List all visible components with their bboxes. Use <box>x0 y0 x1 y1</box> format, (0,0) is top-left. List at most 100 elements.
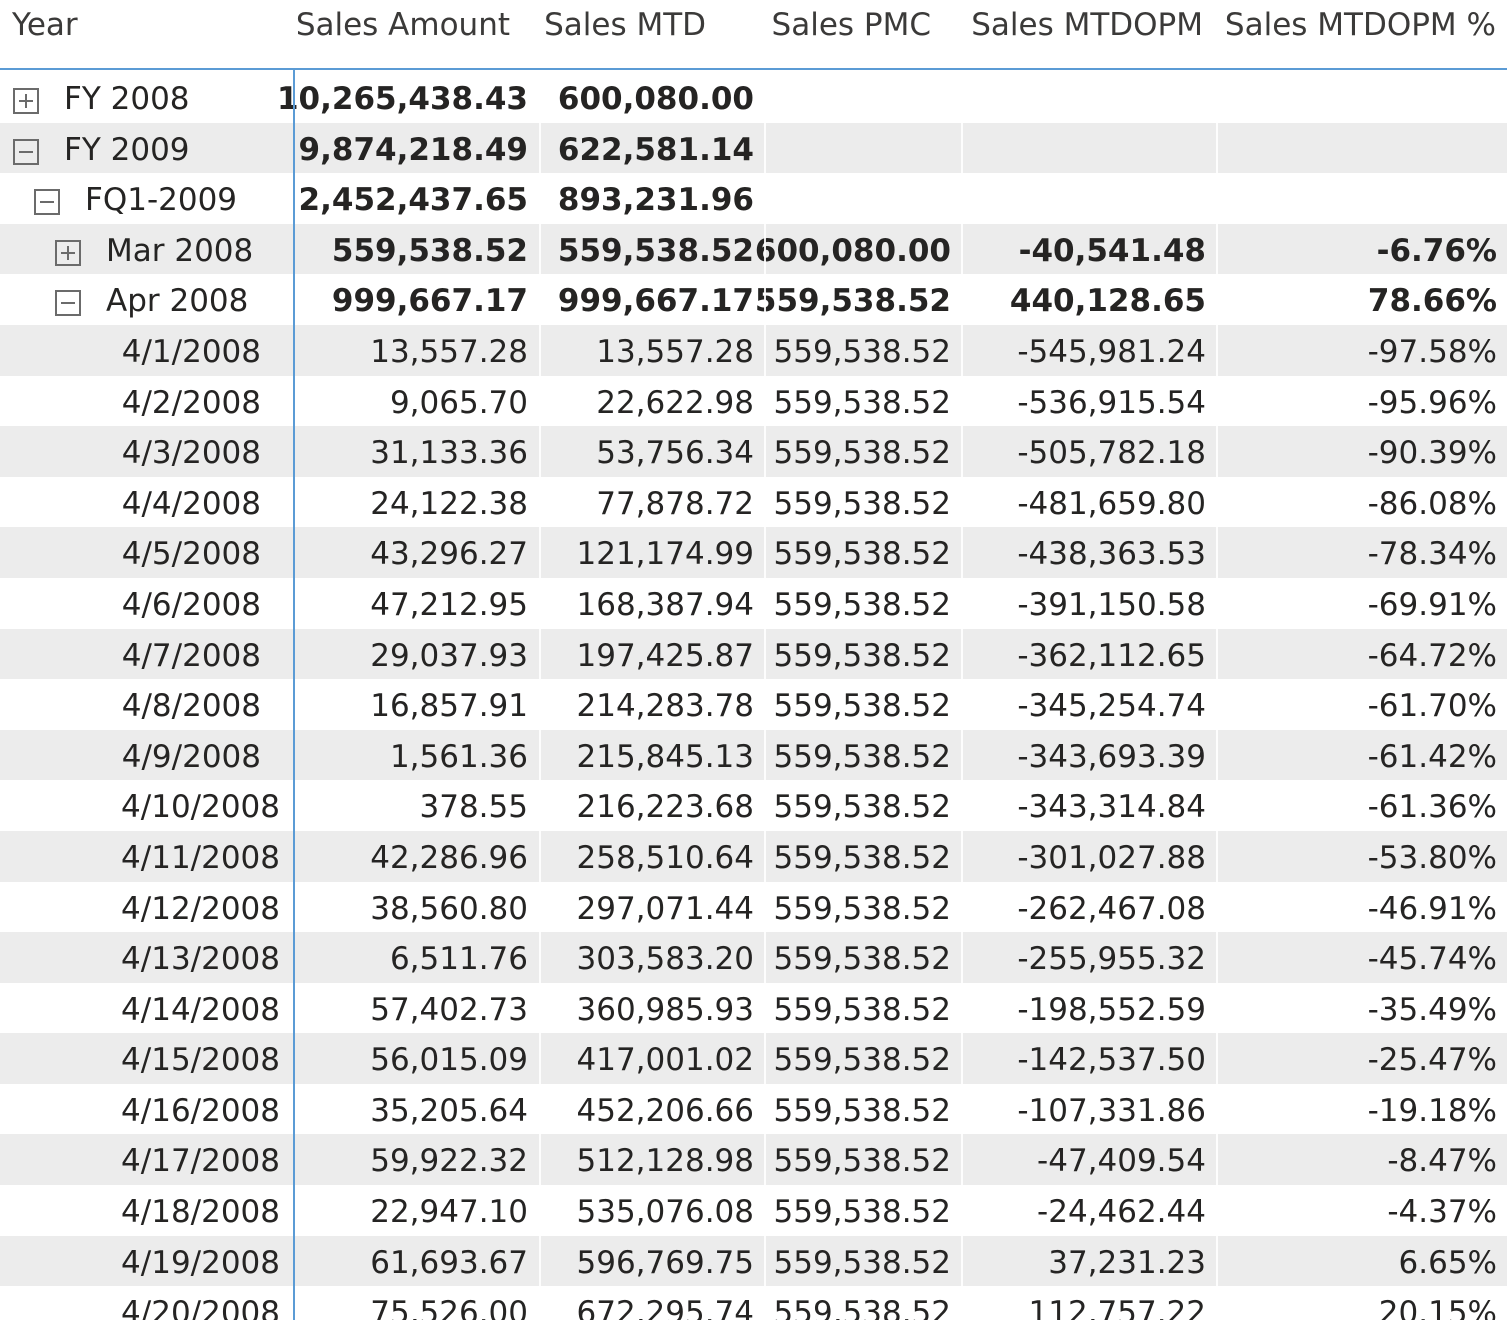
table-row: 4/4/2008 24,122.38 77,878.72 559,538.52 … <box>0 477 1507 528</box>
sales-mtdopm-pct-cell: -8.47% <box>1387 1143 1497 1180</box>
table-row: 4/9/2008 1,561.36 215,845.13 559,538.52 … <box>0 729 1507 781</box>
sales-pmc-cell: 559,538.52 <box>773 1143 952 1180</box>
sales-mtdopm-cell: -198,552.59 <box>1017 991 1206 1028</box>
table-row: 4/15/2008 56,015.09 417,001.02 559,538.5… <box>0 1033 1507 1084</box>
table-row: 4/5/2008 43,296.27 121,174.99 559,538.52… <box>0 527 1507 578</box>
sales-amount-cell: 9,874,218.49 <box>298 131 528 168</box>
column-divider <box>539 122 541 1320</box>
sales-mtdopm-cell: -545,981.24 <box>1017 333 1206 370</box>
table-row: 4/12/2008 38,560.80 297,071.44 559,538.5… <box>0 882 1507 933</box>
column-header-sales-pmc[interactable]: Sales PMC <box>771 7 931 43</box>
row-label: 4/13/2008 <box>121 941 280 978</box>
column-header-sales-amount[interactable]: Sales Amount <box>295 7 510 43</box>
table-row: 4/1/2008 13,557.28 13,557.28 559,538.52 … <box>0 324 1507 376</box>
sales-mtdopm-pct-cell: -6.76% <box>1376 232 1497 269</box>
sales-mtdopm-cell: -40,541.48 <box>1018 232 1206 269</box>
sales-pmc-cell: 559,538.52 <box>773 586 952 623</box>
sales-pmc-cell: 559,538.52 <box>754 283 951 320</box>
sales-mtdopm-pct-cell: -90.39% <box>1367 435 1497 472</box>
sales-amount-cell: 10,265,438.43 <box>276 81 528 117</box>
table-row: 4/8/2008 16,857.91 214,283.78 559,538.52… <box>0 679 1507 730</box>
row-label: 4/8/2008 <box>121 688 261 725</box>
row-label: FY 2008 <box>64 81 190 117</box>
sales-mtdopm-pct-cell: -46.91% <box>1367 890 1497 927</box>
sales-amount-cell: 56,015.09 <box>370 1042 528 1079</box>
table-row: Apr 2008 999,667.17 999,667.17 559,538.5… <box>0 274 1507 325</box>
sales-amount-cell: 999,667.17 <box>331 283 528 320</box>
sales-amount-cell: 6,511.76 <box>389 941 528 978</box>
sales-pmc-cell: 559,538.52 <box>773 485 952 522</box>
sales-mtdopm-pct-cell: -25.47% <box>1367 1042 1497 1079</box>
collapse-icon[interactable] <box>55 290 81 317</box>
sales-mtdopm-cell: -47,409.54 <box>1037 1143 1206 1180</box>
row-label: Mar 2008 <box>106 232 254 269</box>
sales-mtdopm-cell: -255,955.32 <box>1017 941 1206 978</box>
sales-mtdopm-cell: -301,027.88 <box>1017 839 1206 876</box>
table-row: 4/2/2008 9,065.70 22,622.98 559,538.52 -… <box>0 376 1507 427</box>
sales-mtd-cell: 360,985.93 <box>576 991 755 1028</box>
sales-mtdopm-pct-cell: -86.08% <box>1367 485 1497 522</box>
sales-pmc-cell: 559,538.52 <box>773 789 952 826</box>
sales-mtdopm-pct-cell: -61.36% <box>1367 789 1497 826</box>
table-row: 4/18/2008 22,947.10 535,076.08 559,538.5… <box>0 1185 1507 1236</box>
expand-icon[interactable] <box>13 88 39 114</box>
collapse-icon[interactable] <box>34 189 60 216</box>
sales-mtdopm-pct-cell: -35.49% <box>1367 991 1497 1028</box>
sales-amount-cell: 57,402.73 <box>370 991 528 1028</box>
table-row: Mar 2008 559,538.52 559,538.52 600,080.0… <box>0 223 1507 275</box>
sales-amount-cell: 75,526.00 <box>370 1295 528 1320</box>
table-row: 4/16/2008 35,205.64 452,206.66 559,538.5… <box>0 1084 1507 1135</box>
row-label: 4/15/2008 <box>121 1042 280 1079</box>
column-header-sales-mtdopm[interactable]: Sales MTDOPM <box>971 7 1203 43</box>
sales-pmc-cell: 559,538.52 <box>773 688 952 725</box>
sales-mtdopm-pct-cell: -4.37% <box>1387 1194 1497 1231</box>
row-label: 4/3/2008 <box>121 435 261 472</box>
sales-mtdopm-cell: -536,915.54 <box>1017 384 1206 421</box>
row-label: 4/6/2008 <box>121 586 261 623</box>
sales-mtd-cell: 197,425.87 <box>576 637 755 674</box>
sales-pmc-cell: 559,538.52 <box>773 991 952 1028</box>
sales-amount-cell: 59,922.32 <box>370 1143 528 1180</box>
sales-amount-cell: 47,212.95 <box>370 586 528 623</box>
sales-mtd-cell: 999,667.17 <box>557 283 754 320</box>
sales-mtdopm-cell: -391,150.58 <box>1017 586 1206 623</box>
table-row: 4/19/2008 61,693.67 596,769.75 559,538.5… <box>0 1235 1507 1287</box>
column-header-sales-mtd[interactable]: Sales MTD <box>544 7 706 43</box>
sales-pmc-cell: 559,538.52 <box>773 839 952 876</box>
matrix-body: FY 2008 10,265,438.43 600,080.00 FY 2009… <box>0 72 1507 1320</box>
sales-amount-cell: 9,065.70 <box>389 384 528 421</box>
sales-mtdopm-pct-cell: 6.65% <box>1398 1244 1497 1281</box>
sales-pmc-cell: 559,538.52 <box>773 738 952 775</box>
sales-mtdopm-cell: -345,254.74 <box>1017 688 1206 725</box>
column-header-year[interactable]: Year <box>12 7 78 43</box>
sales-mtd-cell: 258,510.64 <box>576 839 755 876</box>
sales-mtd-cell: 215,845.13 <box>576 738 755 775</box>
sales-mtdopm-pct-cell: -97.58% <box>1367 333 1497 370</box>
row-label: 4/1/2008 <box>121 333 261 370</box>
sales-mtd-cell: 452,206.66 <box>576 1092 755 1129</box>
sales-mtdopm-cell: -262,467.08 <box>1017 890 1206 927</box>
sales-mtd-cell: 622,581.14 <box>557 131 754 168</box>
sales-mtd-cell: 297,071.44 <box>576 890 755 927</box>
row-label: 4/5/2008 <box>121 536 261 573</box>
sales-mtd-cell: 216,223.68 <box>576 789 755 826</box>
sales-mtdopm-cell: 37,231.23 <box>1048 1244 1206 1281</box>
column-divider <box>961 122 963 1320</box>
column-header-row: Year Sales Amount Sales MTD Sales PMC Sa… <box>0 0 1507 70</box>
row-label: Apr 2008 <box>106 283 249 320</box>
sales-amount-cell: 43,296.27 <box>370 536 528 573</box>
sales-amount-cell: 16,857.91 <box>370 688 528 725</box>
table-row: 4/11/2008 42,286.96 258,510.64 559,538.5… <box>0 830 1507 882</box>
collapse-icon[interactable] <box>13 138 39 165</box>
row-label: 4/18/2008 <box>121 1194 280 1231</box>
column-header-sales-mtdopm-pct[interactable]: Sales MTDOPM % <box>1224 7 1496 43</box>
sales-mtdopm-cell: 440,128.65 <box>1009 283 1206 320</box>
expand-icon[interactable] <box>55 239 81 266</box>
sales-pmc-cell: 559,538.52 <box>773 384 952 421</box>
row-label: 4/19/2008 <box>121 1244 280 1281</box>
sales-pmc-cell: 559,538.52 <box>773 1092 952 1129</box>
sales-mtdopm-pct-cell: -19.18% <box>1367 1092 1497 1129</box>
sales-mtd-cell: 600,080.00 <box>557 81 754 117</box>
table-row: 4/17/2008 59,922.32 512,128.98 559,538.5… <box>0 1134 1507 1186</box>
